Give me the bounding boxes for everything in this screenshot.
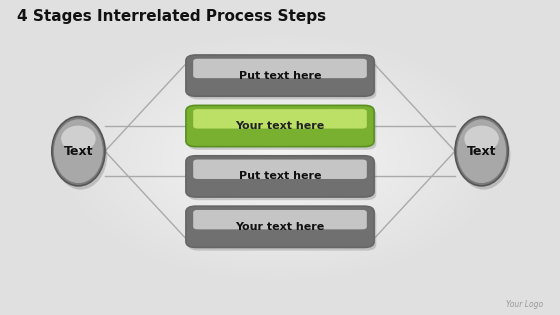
Ellipse shape	[54, 120, 108, 190]
Ellipse shape	[54, 119, 103, 183]
Text: Put text here: Put text here	[239, 71, 321, 81]
Ellipse shape	[457, 120, 511, 190]
FancyBboxPatch shape	[186, 206, 374, 248]
Ellipse shape	[61, 126, 96, 152]
Text: Your text here: Your text here	[235, 121, 325, 131]
FancyBboxPatch shape	[186, 156, 374, 197]
Text: Text: Text	[467, 145, 496, 158]
FancyBboxPatch shape	[188, 108, 376, 150]
FancyBboxPatch shape	[193, 109, 367, 129]
Text: Text: Text	[64, 145, 93, 158]
Text: Your text here: Your text here	[235, 222, 325, 232]
FancyBboxPatch shape	[188, 209, 376, 250]
Text: Put text here: Put text here	[239, 171, 321, 181]
Text: Your Logo: Your Logo	[506, 300, 543, 309]
Ellipse shape	[457, 119, 506, 183]
FancyBboxPatch shape	[193, 210, 367, 229]
FancyBboxPatch shape	[193, 159, 367, 179]
FancyBboxPatch shape	[193, 59, 367, 78]
Ellipse shape	[464, 126, 499, 152]
Ellipse shape	[455, 117, 508, 186]
FancyBboxPatch shape	[188, 58, 376, 100]
FancyBboxPatch shape	[186, 55, 374, 96]
FancyBboxPatch shape	[188, 159, 376, 200]
Ellipse shape	[52, 117, 105, 186]
Text: 4 Stages Interrelated Process Steps: 4 Stages Interrelated Process Steps	[17, 9, 326, 25]
FancyBboxPatch shape	[186, 105, 374, 147]
